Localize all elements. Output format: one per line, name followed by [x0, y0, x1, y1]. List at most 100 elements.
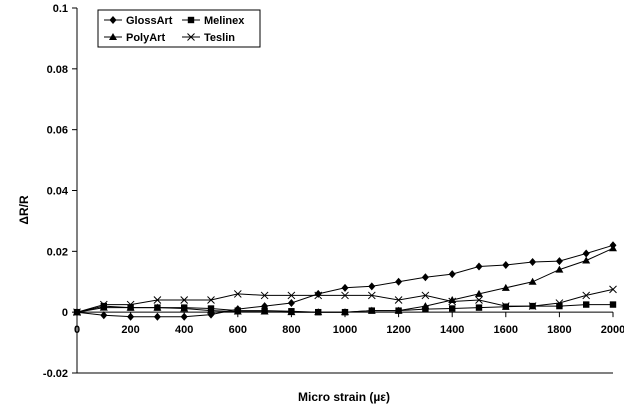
x-axis-title: Micro strain (µε): [298, 390, 390, 404]
x-tick-label: 800: [282, 324, 300, 336]
x-tick-label: 1200: [386, 324, 410, 336]
data-point-glossart: [448, 270, 456, 279]
data-point-teslin: [260, 291, 269, 300]
data-point-glossart: [341, 283, 349, 292]
data-point-teslin: [207, 296, 215, 304]
data-point-teslin: [528, 302, 537, 310]
x-tick-label: 600: [229, 324, 247, 336]
data-point-melinex: [583, 301, 590, 308]
data-point-polyart: [126, 303, 135, 311]
legend-item-melinex: Melinex: [182, 15, 245, 27]
data-point-teslin: [421, 291, 430, 300]
x-tick-label: 2000: [601, 324, 624, 336]
data-point-teslin: [394, 296, 403, 304]
data-point-teslin: [180, 296, 189, 304]
x-tick-label: 400: [175, 324, 193, 336]
data-point-melinex: [475, 304, 483, 311]
data-point-glossart: [395, 277, 403, 286]
data-point-polyart: [341, 308, 349, 316]
data-point-teslin: [582, 291, 591, 300]
data-point-teslin: [314, 291, 323, 300]
series-polyart: [73, 244, 617, 316]
data-point-teslin: [233, 290, 242, 298]
y-axis: -0.02 0 0.02 0.04 0.06 0.08 0.1: [43, 3, 78, 380]
data-point-teslin: [153, 296, 162, 304]
data-point-teslin: [475, 296, 483, 304]
x-tick-label: 1800: [547, 324, 571, 336]
y-axis-title: ΔR/R: [17, 195, 31, 225]
data-point-polyart: [609, 244, 617, 252]
data-point-polyart: [287, 308, 296, 316]
legend-label: Teslin: [204, 32, 235, 44]
y-tick-label: 0.04: [47, 186, 69, 198]
data-point-polyart: [582, 256, 591, 264]
data-point-glossart: [582, 249, 590, 258]
data-point-glossart: [421, 273, 429, 282]
data-point-glossart: [555, 257, 563, 266]
data-point-glossart: [368, 282, 376, 291]
data-point-polyart: [501, 283, 510, 291]
data-point-polyart: [367, 306, 376, 314]
x-tick-label: 200: [121, 324, 139, 336]
data-point-polyart: [394, 306, 403, 314]
data-point-glossart: [127, 312, 135, 321]
data-point-polyart: [475, 289, 483, 297]
data-point-glossart: [100, 311, 108, 320]
legend-marker-polyart: [109, 33, 117, 40]
data-point-polyart: [207, 306, 215, 314]
data-point-glossart: [502, 261, 510, 270]
data-point-melinex: [556, 302, 563, 310]
y-tick-label: 0.08: [47, 64, 68, 76]
data-point-polyart: [180, 304, 189, 312]
data-point-polyart: [233, 307, 242, 315]
y-tick-label: 0: [62, 307, 68, 319]
legend-item-teslin: Teslin: [182, 32, 235, 44]
data-point-polyart: [555, 265, 564, 273]
data-point-polyart: [260, 307, 269, 315]
legend-marker-glossart: [109, 16, 117, 24]
legend-label: GlossArt: [126, 15, 173, 27]
legend-marker-melinex: [187, 16, 195, 24]
data-point-teslin: [555, 299, 564, 307]
data-point-melinex: [422, 305, 429, 313]
data-point-teslin: [126, 300, 135, 309]
data-point-glossart: [180, 312, 188, 321]
series-layer: [73, 241, 617, 321]
x-tick-label: 0: [74, 324, 80, 336]
y-tick-label: -0.02: [43, 368, 68, 380]
data-point-melinex: [609, 301, 617, 308]
data-point-teslin: [341, 291, 349, 300]
data-point-glossart: [287, 299, 295, 308]
data-point-polyart: [421, 302, 430, 310]
series-teslin: [73, 285, 617, 317]
data-point-teslin: [287, 291, 296, 300]
data-point-teslin: [73, 308, 81, 317]
x-tick-label: 1600: [494, 324, 518, 336]
legend-box: [97, 9, 261, 48]
legend: GlossArt Melinex PolyArt Teslin: [97, 9, 261, 48]
x-axis: 0 200 400 600 800 1000 1200 1400 1600 1800 2000: [74, 311, 624, 336]
y-tick-label: 0.02: [47, 246, 68, 258]
legend-item-polyart: PolyArt: [104, 32, 165, 44]
legend-item-glossart: GlossArt: [104, 15, 173, 27]
data-point-teslin: [501, 302, 510, 310]
data-point-glossart: [153, 312, 161, 321]
y-tick-label: 0.1: [53, 3, 68, 15]
data-point-polyart: [528, 277, 537, 285]
data-point-teslin: [609, 285, 617, 294]
legend-label: PolyArt: [126, 32, 165, 44]
x-tick-label: 1400: [440, 324, 464, 336]
y-tick-label: 0.06: [47, 125, 68, 137]
data-point-polyart: [99, 303, 108, 311]
data-point-glossart: [475, 262, 483, 271]
legend-label: Melinex: [204, 15, 245, 27]
data-point-polyart: [153, 303, 162, 311]
data-point-melinex: [449, 305, 456, 312]
data-point-glossart: [314, 289, 322, 298]
data-point-polyart: [314, 308, 323, 316]
data-point-teslin: [99, 300, 108, 309]
data-point-teslin: [448, 297, 457, 306]
legend-marker-teslin: [187, 33, 195, 41]
x-tick-label: 1000: [333, 324, 357, 336]
